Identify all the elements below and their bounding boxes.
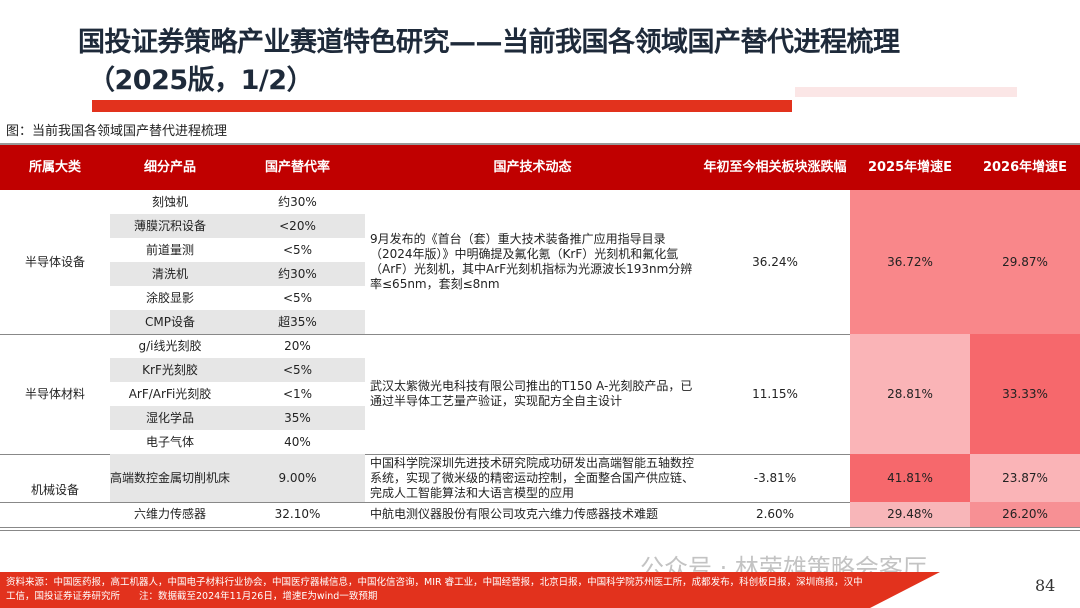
row-divider bbox=[0, 334, 1080, 335]
column-header: 2025年增速E bbox=[867, 160, 953, 175]
category-cell: 半导体设备 bbox=[24, 254, 85, 269]
product-cell: CMP设备 bbox=[110, 310, 230, 334]
table-bottom-rule bbox=[0, 530, 1080, 531]
rate-cell: 40% bbox=[284, 434, 311, 449]
growth-2026-cell: 29.87% bbox=[970, 190, 1080, 334]
column-header: 细分产品 bbox=[143, 160, 196, 175]
product-cell: 电子气体 bbox=[145, 434, 194, 449]
accent-bar-light bbox=[795, 87, 1017, 97]
product-cell: 涂胶显影 bbox=[145, 290, 194, 305]
tech-cell: 中航电测仪器股份有限公司攻克六维力传感器技术难题 bbox=[370, 507, 659, 521]
rate-cell: 9.00% bbox=[230, 454, 365, 502]
category-cell: 机械设备 bbox=[30, 483, 79, 497]
product-cell: 高端数控金属切削机床 bbox=[110, 454, 230, 502]
figure-caption: 图：当前我国各领域国产替代进程梳理 bbox=[6, 124, 228, 139]
tech-cell: 中国科学院深圳先进技术研究院成功研发出高端智能五轴数控系统，实现了微米级的精密运… bbox=[370, 455, 695, 500]
source-note: 资料来源：中国医药报，高工机器人，中国电子材料行业协会，中国医疗器械信息，中国化… bbox=[6, 577, 863, 602]
product-cell: 六维力传感器 bbox=[133, 507, 206, 521]
growth-2026-cell: 33.33% bbox=[970, 334, 1080, 454]
growth-2026-cell: 26.20% bbox=[970, 502, 1080, 527]
growth-2025-cell: 41.81% bbox=[850, 454, 970, 502]
growth-2025-cell: 36.72% bbox=[850, 190, 970, 334]
product-cell: 刻蚀机 bbox=[151, 194, 188, 209]
rate-cell: <20% bbox=[230, 214, 365, 238]
title-line-1: 国投证券策略产业赛道特色研究——当前我国各领域国产替代进程梳理 bbox=[78, 27, 900, 58]
product-cell: g/i线光刻胶 bbox=[138, 338, 202, 353]
column-header: 国产技术动态 bbox=[493, 160, 572, 175]
product-cell: ArF/ArFi光刻胶 bbox=[128, 386, 212, 401]
product-cell: 前道量测 bbox=[145, 242, 194, 257]
rate-cell: <1% bbox=[282, 386, 313, 401]
product-cell: 薄膜沉积设备 bbox=[110, 214, 230, 238]
product-cell: 清洗机 bbox=[110, 262, 230, 286]
page-title: 国投证券策略产业赛道特色研究——当前我国各领域国产替代进程梳理 （2025版，1/… bbox=[78, 24, 900, 100]
ytd-cell: 36.24% bbox=[752, 254, 798, 269]
growth-2025-cell: 28.81% bbox=[850, 334, 970, 454]
rate-cell: 超35% bbox=[230, 310, 365, 334]
rate-cell: 约30% bbox=[230, 262, 365, 286]
title-line-2: （2025版，1/2） bbox=[88, 65, 314, 96]
tech-cell: 武汉太紫微光电科技有限公司推出的T150 A-光刻胶产品，已通过半导体工艺量产验… bbox=[370, 379, 693, 408]
row-divider bbox=[0, 527, 1080, 528]
rate-cell: <5% bbox=[230, 358, 365, 382]
column-header: 年初至今相关板块涨跌幅 bbox=[703, 160, 847, 175]
ytd-cell: -3.81% bbox=[753, 470, 797, 485]
ytd-cell: 11.15% bbox=[752, 386, 798, 401]
tech-cell: 9月发布的《首台（套）重大技术装备推广应用指导目录（2024年版）》中明确提及氟… bbox=[370, 232, 693, 291]
column-header: 2026年增速E bbox=[982, 160, 1068, 175]
rate-cell: 约30% bbox=[278, 194, 317, 209]
rate-cell: <5% bbox=[282, 290, 313, 305]
column-header: 国产替代率 bbox=[264, 160, 330, 175]
rate-cell: 32.10% bbox=[274, 507, 321, 521]
table-header: 所属大类 细分产品 国产替代率 国产技术动态 年初至今相关板块涨跌幅 2025年增速E 20… bbox=[0, 145, 1080, 190]
product-cell: KrF光刻胶 bbox=[110, 358, 230, 382]
row-divider bbox=[0, 454, 1080, 455]
product-cell: 湿化学品 bbox=[110, 406, 230, 430]
accent-bar bbox=[92, 100, 792, 112]
data-table: 所属大类 细分产品 国产替代率 国产技术动态 年初至今相关板块涨跌幅 2025年增速E 20… bbox=[0, 143, 1080, 531]
row-divider bbox=[0, 502, 1080, 503]
rate-cell: 35% bbox=[230, 406, 365, 430]
growth-2026-cell: 23.87% bbox=[970, 454, 1080, 502]
growth-2025-cell: 29.48% bbox=[850, 502, 970, 527]
ytd-cell: 2.60% bbox=[755, 507, 795, 521]
rate-cell: 20% bbox=[284, 338, 311, 353]
category-cell: 半导体材料 bbox=[24, 386, 85, 401]
page-number: 84 bbox=[1035, 576, 1056, 595]
footer-band bbox=[0, 572, 1080, 608]
rate-cell: <5% bbox=[282, 242, 313, 257]
column-header: 所属大类 bbox=[28, 160, 81, 175]
